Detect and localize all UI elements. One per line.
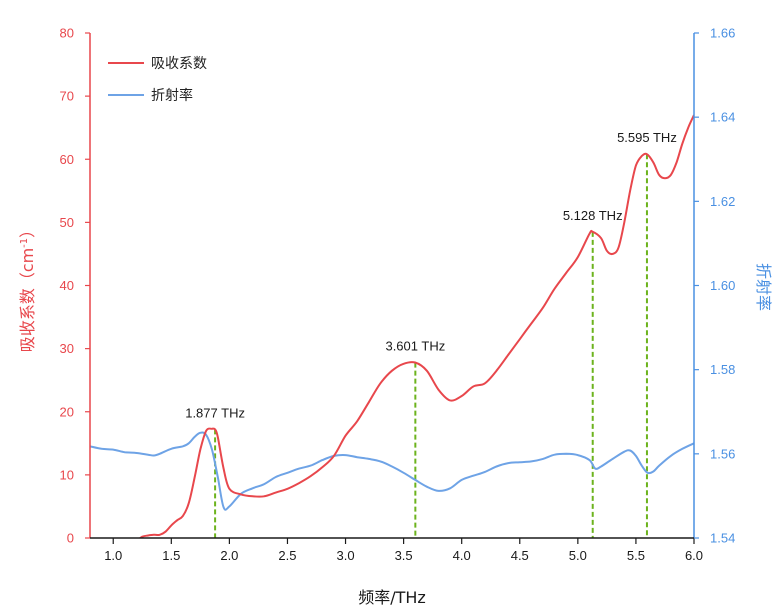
- legend-label-absorption: 吸收系数: [151, 56, 207, 72]
- peak-label-1: 1.877 THz: [185, 405, 245, 420]
- refractive-index-line: [90, 431, 694, 511]
- x-axis-title: 频率/THz: [358, 588, 426, 607]
- y-right-tick-label-6: 1.66: [710, 26, 735, 41]
- y-left-tick-label-1: 10: [60, 467, 74, 482]
- x-tick-label-3: 2.5: [278, 548, 296, 563]
- y-right-tick-label-0: 1.54: [710, 531, 735, 546]
- x-tick-label-2: 2.0: [220, 548, 238, 563]
- y-left-tick-label-2: 20: [60, 404, 74, 419]
- y-right-axis-title: 折射率: [754, 263, 773, 311]
- x-tick-label-4: 3.0: [336, 548, 354, 563]
- y-left-tick-label-8: 80: [60, 26, 74, 41]
- x-tick-label-10: 6.0: [685, 548, 703, 563]
- y-right-tick-label-5: 1.64: [710, 110, 735, 125]
- x-tick-label-9: 5.5: [627, 548, 645, 563]
- axes-layer: 1.877 THz 3.601 THz 5.128 THz 5.595 THz 1.0 1…: [60, 26, 736, 564]
- y-left-tick-label-0: 0: [67, 531, 74, 546]
- series-layer: [90, 114, 694, 538]
- legend-label-refractive-index: 折射率: [151, 87, 193, 104]
- y-left-tick-label-3: 30: [60, 341, 74, 356]
- absorption-line: [138, 114, 694, 538]
- peak-label-2: 3.601 THz: [385, 339, 445, 354]
- peak-label-3: 5.128 THz: [563, 208, 623, 223]
- x-tick-label-5: 3.5: [395, 548, 413, 563]
- y-right-tick-label-2: 1.58: [710, 362, 735, 377]
- y-left-tick-label-7: 70: [60, 89, 74, 104]
- x-tick-label-8: 5.0: [569, 548, 587, 563]
- y-left-axis-title: 吸收系数（cm-1）: [18, 222, 37, 352]
- y-left-tick-label-4: 40: [60, 278, 74, 293]
- y-right-tick-label-1: 1.56: [710, 446, 735, 461]
- y-left-tick-label-5: 50: [60, 215, 74, 230]
- peak-label-4: 5.595 THz: [617, 130, 677, 145]
- x-tick-label-7: 4.5: [511, 548, 529, 563]
- x-tick-label-0: 1.0: [104, 548, 122, 563]
- y-right-tick-label-4: 1.62: [710, 194, 735, 209]
- legend: 吸收系数 折射率: [108, 56, 207, 104]
- y-right-tick-label-3: 1.60: [710, 278, 735, 293]
- x-tick-label-1: 1.5: [162, 548, 180, 563]
- x-tick-label-6: 4.0: [453, 548, 471, 563]
- y-left-tick-label-6: 60: [60, 152, 74, 167]
